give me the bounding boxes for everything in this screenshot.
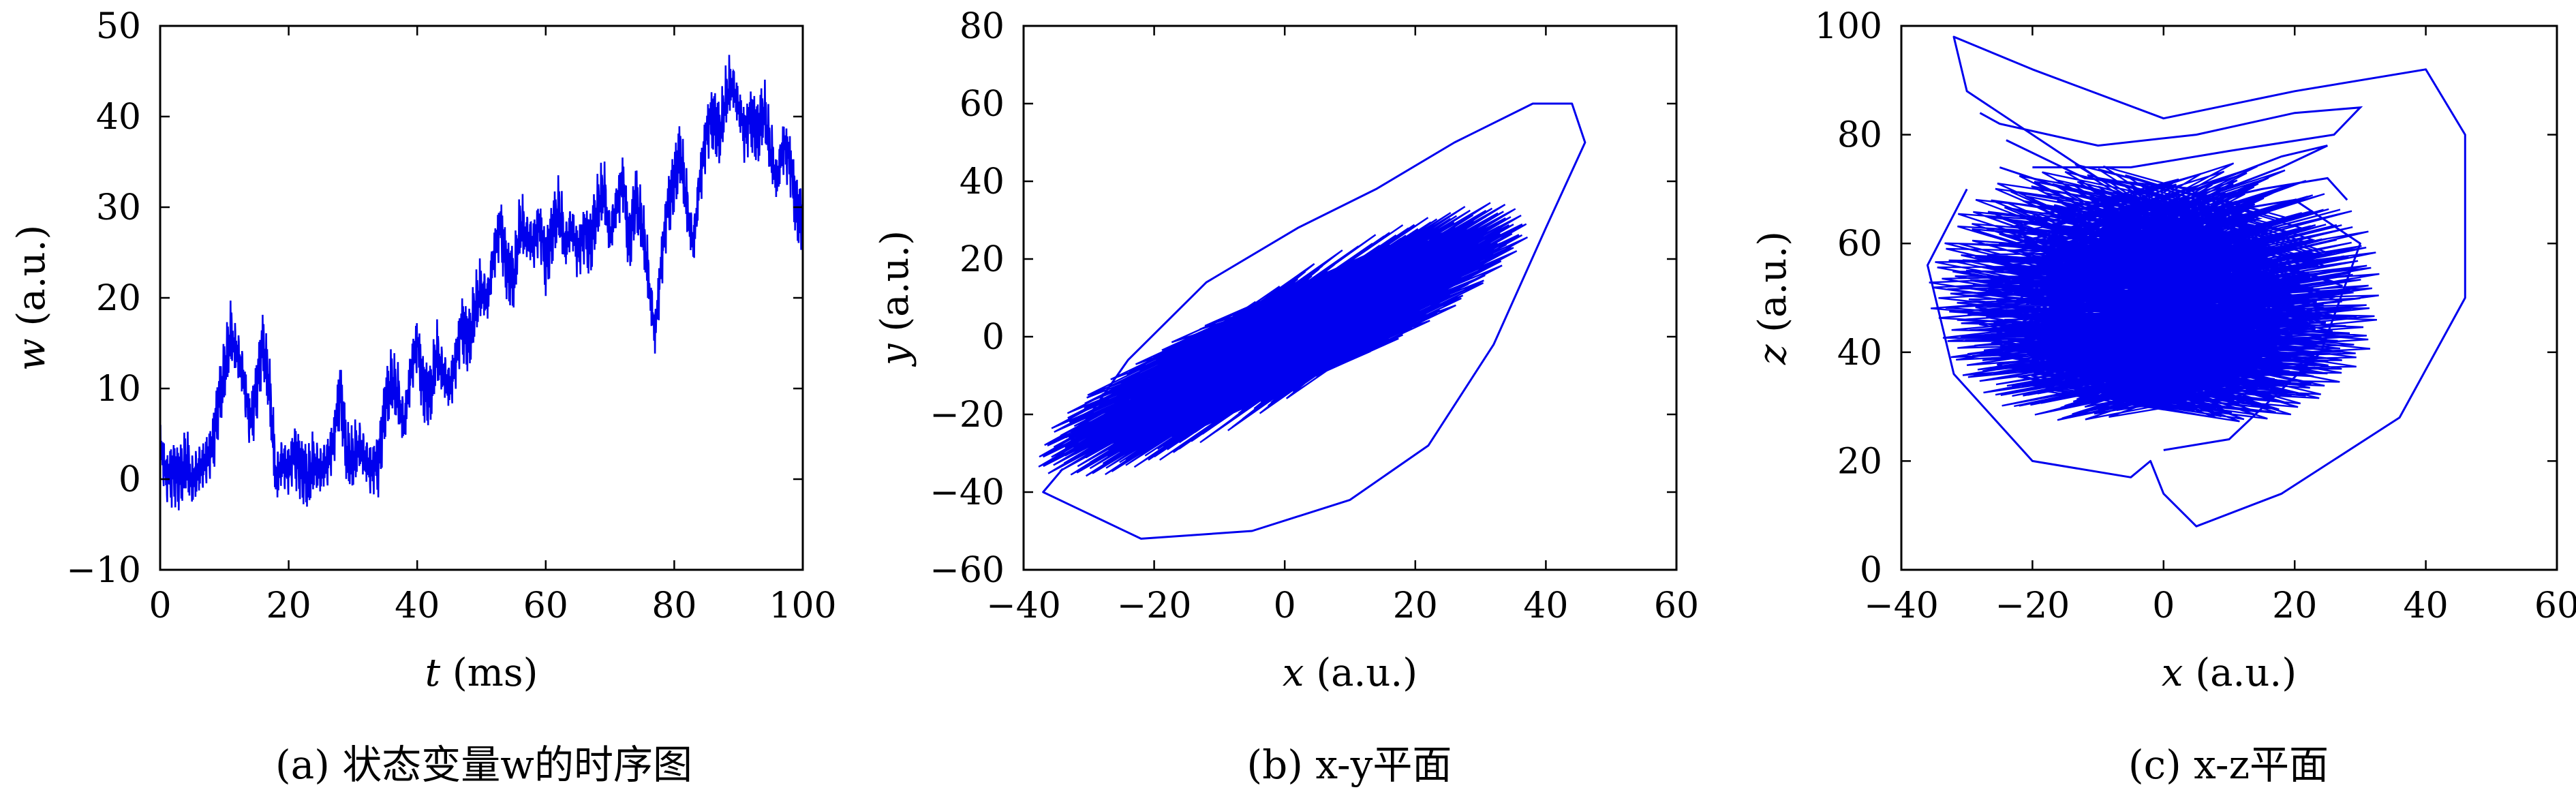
x-tick-label: 60 [523,585,568,626]
upper-loop-0 [1979,106,2363,168]
y-tick-label: 30 [96,187,141,228]
y-tick-label: 20 [1837,441,1882,482]
y-tick-label: 40 [1837,333,1882,374]
y-tick-label: 80 [1837,115,1882,156]
x-tick-label: 100 [769,585,836,626]
y-tick-label: 40 [960,162,1005,202]
y-tick-label: −20 [930,395,1005,436]
y-axis-label: z (a.u.) [1751,231,1795,365]
outer-orbit [1042,102,1586,540]
axis-label-variable: x [2162,651,2183,695]
axis-label-variable: w [10,338,54,371]
plot-area [1038,102,1586,540]
x-tick-label: 40 [1523,585,1568,626]
y-tick-label: 40 [96,97,141,138]
y-tick-label: 20 [96,278,141,319]
panel-caption: (b) x-y平面 [1247,742,1452,788]
y-axis-label: y (a.u.) [873,230,917,367]
x-axis-label: x (a.u.) [1283,651,1417,695]
x-tick-label: 40 [395,585,440,626]
y-tick-label: 100 [1815,6,1882,47]
axis-label-variable: y [873,343,917,367]
axis-label-variable: t [425,651,441,695]
axis-label-variable: z [1751,344,1795,365]
x-tick-label: 0 [1274,585,1296,626]
x-tick-label: 40 [2404,585,2449,626]
x-tick-label: −40 [986,585,1061,626]
x-tick-label: −20 [1995,585,2070,626]
x-axis-label: x (a.u.) [2162,651,2297,695]
y-tick-label: −10 [66,550,141,591]
y-tick-label: −40 [930,472,1005,513]
plot-frame [1900,25,2558,571]
plot-area [160,55,803,511]
y-axis-label: w (a.u.) [10,225,54,371]
y-tick-label: 60 [1837,224,1882,264]
x-axis-label: t (ms) [425,651,538,695]
x-tick-label: 0 [2152,585,2175,626]
x-tick-label: 20 [1393,585,1438,626]
y-tick-label: 80 [960,6,1005,47]
upper-loop-1 [2006,139,2328,201]
y-tick-label: 50 [96,6,141,47]
axis-label-unit: (a.u.) [10,225,54,339]
y-tick-label: 20 [960,239,1005,280]
x-tick-label: 60 [1654,585,1699,626]
x-tick-label: 60 [2534,585,2576,626]
outer-orbit [1927,35,2466,528]
y-tick-label: 0 [982,317,1005,358]
x-tick-label: 20 [2272,585,2317,626]
upper-loop-2 [1999,166,2348,212]
axis-label-unit: (ms) [440,651,538,695]
panel-caption: (c) x-z平面 [2128,742,2329,788]
axis-label-unit: (a.u.) [2183,651,2297,695]
x-tick-label: 20 [266,585,311,626]
axis-label-unit: (a.u.) [1751,231,1795,345]
plot-area [1927,35,2466,528]
x-tick-label: −40 [1864,585,1939,626]
y-tick-label: 60 [960,84,1005,125]
axis-label-unit: (a.u.) [1304,651,1418,695]
x-tick-label: −20 [1117,585,1192,626]
y-tick-label: 0 [1860,550,1882,591]
axis-label-variable: x [1283,651,1304,695]
y-tick-label: 10 [96,369,141,410]
panel-caption: (a) 状态变量w的时序图 [275,742,692,788]
plot-frame [1022,25,1678,571]
series-line [160,55,803,511]
x-tick-label: 80 [651,585,696,626]
attractor-band [1038,202,1529,477]
y-tick-label: −60 [930,550,1005,591]
y-tick-label: 0 [119,459,141,500]
attractor-band [1929,162,2380,423]
x-tick-label: 0 [149,585,171,626]
axis-label-unit: (a.u.) [873,230,917,344]
